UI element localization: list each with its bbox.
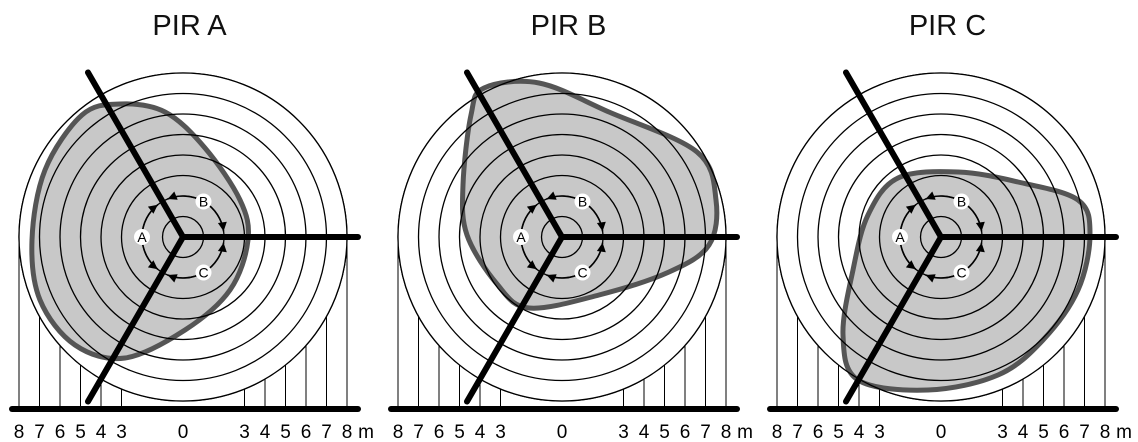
arrow-head <box>925 191 936 200</box>
sensor-label-halo <box>195 193 212 210</box>
scale-label-right: 6 <box>680 422 691 442</box>
sensor-label-c: C <box>577 265 587 281</box>
detection-zone <box>840 169 1093 393</box>
sensor-label-halo <box>953 264 970 281</box>
scale-label-left: 7 <box>792 422 803 442</box>
panel-title: PIR C <box>908 10 987 42</box>
arrow-head <box>217 221 227 232</box>
scale-label-left: 5 <box>75 422 86 442</box>
sensor-divider-arm <box>843 234 944 405</box>
scale-label-right: 5 <box>659 422 670 442</box>
sensor-label-c: C <box>956 265 966 281</box>
scale-label-left: 8 <box>14 422 25 442</box>
scale-label-left: 3 <box>116 422 127 442</box>
sensor-label-halo <box>574 193 591 210</box>
arrow-head <box>596 221 606 232</box>
scale-label-right: 5 <box>1038 422 1049 442</box>
sensor-label-c: C <box>198 265 208 281</box>
scale-label-right: 4 <box>639 422 650 442</box>
scale-label-right: 4 <box>1018 422 1029 442</box>
scale-label-left: 4 <box>854 422 865 442</box>
scale-label-right: 7 <box>700 422 711 442</box>
scale-label-left: 6 <box>434 422 445 442</box>
arrow-head <box>975 242 985 253</box>
sensor-label-b: B <box>578 194 587 210</box>
sensor-label-a: A <box>895 229 905 245</box>
scale-label-right: 8 <box>1100 422 1111 442</box>
scale-label-right: 8 <box>342 422 353 442</box>
arrow-head <box>167 274 178 283</box>
sensor-label-b: B <box>957 194 966 210</box>
sensor-label-a: A <box>516 229 526 245</box>
arrow-head <box>546 191 557 200</box>
scale-label-left: 5 <box>454 422 465 442</box>
scale-label-right: 5 <box>280 422 291 442</box>
sensor-divider-arm <box>464 234 565 405</box>
sensor-label-a: A <box>137 229 147 245</box>
scale-label-left: 4 <box>475 422 486 442</box>
arrow-head <box>975 221 985 232</box>
scale-label-right: 3 <box>997 422 1008 442</box>
scale-label-left: 8 <box>393 422 404 442</box>
arrow-head <box>526 204 537 214</box>
scale-label-right: 7 <box>1079 422 1090 442</box>
sensor-label-halo <box>953 193 970 210</box>
sensor-divider-arm <box>464 69 565 240</box>
sensor-label-halo <box>513 229 529 245</box>
arrow-head <box>596 242 606 253</box>
sensor-divider-arm <box>843 69 944 240</box>
scale-label-right: 7 <box>321 422 332 442</box>
scale-label-center: 0 <box>936 422 947 442</box>
sensor-label-b: B <box>199 194 208 210</box>
arrow-head <box>905 260 916 270</box>
sensor-label-halo <box>574 264 591 281</box>
scale-label-center: 0 <box>178 422 189 442</box>
scale-label-left: 3 <box>495 422 506 442</box>
scale-label-right: 3 <box>239 422 250 442</box>
arrow-head <box>217 242 227 253</box>
scale-label-right: 3 <box>618 422 629 442</box>
scale-unit: m <box>358 422 374 442</box>
scale-label-left: 6 <box>55 422 66 442</box>
scale-label-left: 5 <box>833 422 844 442</box>
sensor-label-halo <box>892 229 908 245</box>
scale-unit: m <box>1116 422 1132 442</box>
scale-label-left: 7 <box>34 422 45 442</box>
scale-label-left: 8 <box>772 422 783 442</box>
detection-zone <box>459 78 720 311</box>
arrow-head <box>905 204 916 214</box>
scale-label-left: 3 <box>874 422 885 442</box>
scale-label-right: 8 <box>721 422 732 442</box>
scale-label-left: 4 <box>96 422 107 442</box>
scale-unit: m <box>737 422 753 442</box>
arrow-head <box>526 260 537 270</box>
sensor-label-halo <box>134 229 150 245</box>
sensor-label-halo <box>195 264 212 281</box>
sensor-divider-arm <box>85 69 186 240</box>
sensor-divider-arm <box>85 234 186 405</box>
panel-title: PIR B <box>530 10 607 42</box>
arrow-head <box>167 191 178 200</box>
scale-label-right: 4 <box>260 422 271 442</box>
scale-label-left: 7 <box>413 422 424 442</box>
panel-title: PIR A <box>152 10 227 42</box>
scale-label-center: 0 <box>557 422 568 442</box>
arrow-head <box>147 204 158 214</box>
scale-label-right: 6 <box>1059 422 1070 442</box>
scale-label-left: 6 <box>813 422 824 442</box>
arrow-head <box>546 274 557 283</box>
scale-label-right: 6 <box>301 422 312 442</box>
arrow-head <box>925 274 936 283</box>
arrow-head <box>147 260 158 270</box>
